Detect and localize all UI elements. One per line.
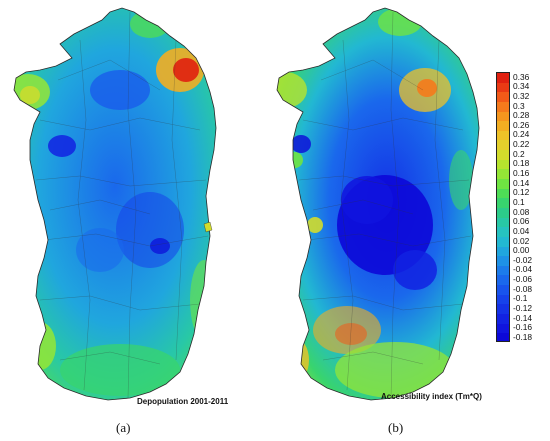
legend-tick-label: 0.1 xyxy=(513,196,525,207)
legend-tick-label: 0.3 xyxy=(513,100,525,111)
legend-swatch xyxy=(497,314,509,324)
legend-tick-label: -0.14 xyxy=(513,312,533,323)
legend-swatch xyxy=(497,169,509,180)
legend-swatch xyxy=(497,140,509,151)
legend-swatch xyxy=(497,159,509,170)
legend-tick-label: -0.1 xyxy=(513,293,528,304)
legend-swatch xyxy=(497,82,509,93)
legend-swatch xyxy=(497,101,509,112)
legend-swatch xyxy=(497,121,509,131)
legend-swatch xyxy=(497,294,509,305)
legend-swatch xyxy=(497,333,509,341)
depopulation-map xyxy=(13,7,217,401)
legend-swatch xyxy=(497,179,509,189)
legend-swatch xyxy=(497,198,509,208)
legend-tick-label: 0.34 xyxy=(513,81,530,92)
legend-tick-label: 0.36 xyxy=(513,71,530,82)
accessibility-map xyxy=(276,7,480,401)
legend-swatch xyxy=(497,256,509,266)
legend-swatch xyxy=(497,207,509,218)
panel-label-a: (a) xyxy=(116,420,131,435)
legend-swatch xyxy=(497,73,509,83)
legend-tick-label: -0.02 xyxy=(513,254,533,265)
legend-tick-label: 0.2 xyxy=(513,148,525,159)
legend-swatch xyxy=(497,130,509,141)
legend-swatch xyxy=(497,188,509,199)
legend-swatch xyxy=(497,275,509,286)
legend-tick-label: -0.18 xyxy=(513,331,533,342)
legend-tick-labels: 0.36 0.34 0.32 0.3 0.28 0.26 0.24 0.22 0.2 0.18 0.… xyxy=(513,72,547,342)
legend-swatch xyxy=(497,227,509,237)
legend-swatch xyxy=(497,236,509,247)
legend-tick-label: 0.28 xyxy=(513,110,530,121)
legend-tick-label: 0.26 xyxy=(513,119,530,130)
legend-tick-label: 0.04 xyxy=(513,225,530,236)
legend-tick-label: -0.12 xyxy=(513,303,533,314)
legend-swatch xyxy=(497,304,509,315)
legend-tick-label: 0.24 xyxy=(513,129,530,140)
legend-tick-label: 0.22 xyxy=(513,139,530,150)
legend-swatch xyxy=(497,217,509,228)
legend-swatch xyxy=(497,246,509,257)
legend-swatch xyxy=(497,92,509,102)
legend-swatch xyxy=(497,150,509,160)
legend-tick-label: 0.06 xyxy=(513,216,530,227)
legend-swatch xyxy=(497,285,509,295)
legend-tick-label: -0.08 xyxy=(513,283,533,294)
legend-tick-label: 0.02 xyxy=(513,235,530,246)
legend-color-bar xyxy=(496,72,510,342)
legend-tick-label: 0.00 xyxy=(513,245,530,256)
panel-label-b: (b) xyxy=(388,420,404,435)
legend-tick-label: 0.14 xyxy=(513,177,530,188)
map-b-caption: Accessibility index (Tm*Q) xyxy=(381,392,482,401)
legend-tick-label: -0.06 xyxy=(513,274,533,285)
legend-tick-label: -0.16 xyxy=(513,322,533,333)
legend-swatch xyxy=(497,323,509,334)
legend-tick-label: 0.32 xyxy=(513,90,530,101)
color-legend: 0.36 0.34 0.32 0.3 0.28 0.26 0.24 0.22 0.2 0.18 0.… xyxy=(496,72,546,342)
legend-tick-label: 0.08 xyxy=(513,206,530,217)
map-a-caption: Depopulation 2001-2011 xyxy=(137,397,229,406)
legend-tick-label: -0.04 xyxy=(513,264,533,275)
legend-swatch xyxy=(497,265,509,276)
legend-tick-label: 0.12 xyxy=(513,187,530,198)
legend-tick-label: 0.16 xyxy=(513,168,530,179)
legend-tick-label: 0.18 xyxy=(513,158,530,169)
legend-swatch xyxy=(497,111,509,122)
